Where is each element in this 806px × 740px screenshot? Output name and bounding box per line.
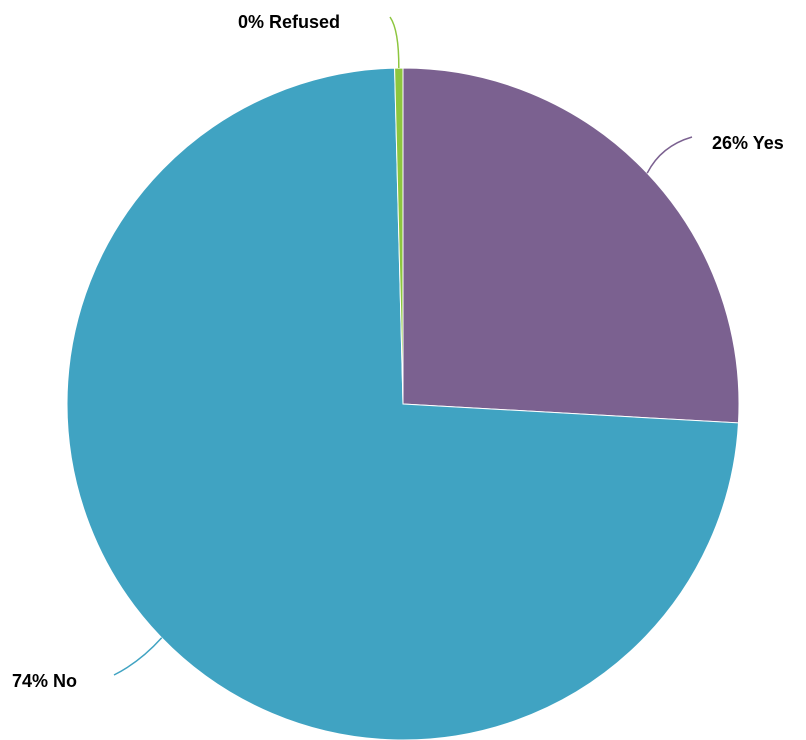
pie-slice-refused bbox=[394, 67, 404, 405]
slice-label-refused: 0% Refused bbox=[238, 12, 340, 32]
slice-label-yes: 26% Yes bbox=[712, 133, 784, 153]
leader-line-refused bbox=[389, 16, 400, 69]
leader-lines bbox=[113, 16, 693, 676]
pie-slices bbox=[66, 67, 740, 740]
pie-slice-yes bbox=[402, 67, 740, 424]
slice-label-no: 74% No bbox=[12, 671, 77, 691]
leader-line-no bbox=[113, 637, 163, 676]
slice-labels: 26% Yes 74% No 0% Refused bbox=[12, 12, 784, 691]
leader-line-yes bbox=[646, 136, 693, 174]
